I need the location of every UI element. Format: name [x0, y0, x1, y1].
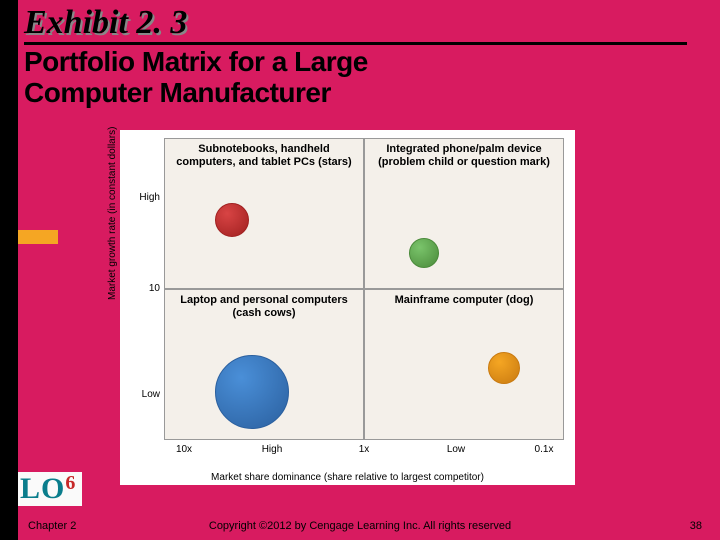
x-tick: 10x	[169, 444, 199, 455]
x-tick: Low	[441, 444, 471, 455]
slide-title: Portfolio Matrix for a Large Computer Ma…	[24, 47, 712, 109]
cashcow-bubble	[215, 355, 289, 429]
title-line2: Computer Manufacturer	[24, 77, 331, 108]
left-stripe	[0, 0, 18, 540]
y-tick: Low	[130, 389, 160, 400]
quadrant-stars: Subnotebooks, handheld computers, and ta…	[164, 138, 364, 289]
header: Exhibit 2. 3 Portfolio Matrix for a Larg…	[18, 0, 720, 109]
lo-number: 6	[65, 472, 76, 494]
footer: Chapter 2 Copyright ©2012 by Cengage Lea…	[0, 520, 720, 532]
y-tick: 10	[130, 283, 160, 294]
quadrant-label-question: Integrated phone/palm device (problem ch…	[365, 139, 563, 173]
chapter-label: Chapter 2	[28, 520, 76, 532]
dog-bubble	[488, 352, 520, 384]
x-tick: High	[257, 444, 287, 455]
question-bubble	[409, 238, 439, 268]
lo-prefix: LO	[20, 472, 65, 505]
stars-bubble	[215, 203, 249, 237]
plot-area: Subnotebooks, handheld computers, and ta…	[164, 138, 564, 440]
portfolio-matrix-chart: Market growth rate (in constant dollars)…	[120, 130, 575, 485]
quadrant-dog: Mainframe computer (dog)	[364, 289, 564, 440]
quadrant-label-cashcows: Laptop and personal computers (cash cows…	[165, 290, 363, 324]
page-number: 38	[690, 520, 702, 532]
y-axis-label: Market growth rate (in constant dollars)	[107, 127, 118, 300]
y-tick: High	[130, 192, 160, 203]
quadrant-label-dog: Mainframe computer (dog)	[365, 290, 563, 311]
exhibit-number: Exhibit 2. 3	[24, 4, 687, 45]
learning-objective-badge: LO6	[18, 472, 82, 506]
accent-bar-mid	[18, 230, 58, 244]
x-tick: 1x	[349, 444, 379, 455]
quadrant-label-stars: Subnotebooks, handheld computers, and ta…	[165, 139, 363, 173]
quadrant-question: Integrated phone/palm device (problem ch…	[364, 138, 564, 289]
copyright-text: Copyright ©2012 by Cengage Learning Inc.…	[209, 520, 511, 532]
title-line1: Portfolio Matrix for a Large	[24, 46, 368, 77]
x-tick: 0.1x	[529, 444, 559, 455]
x-axis-label: Market share dominance (share relative t…	[120, 472, 575, 483]
